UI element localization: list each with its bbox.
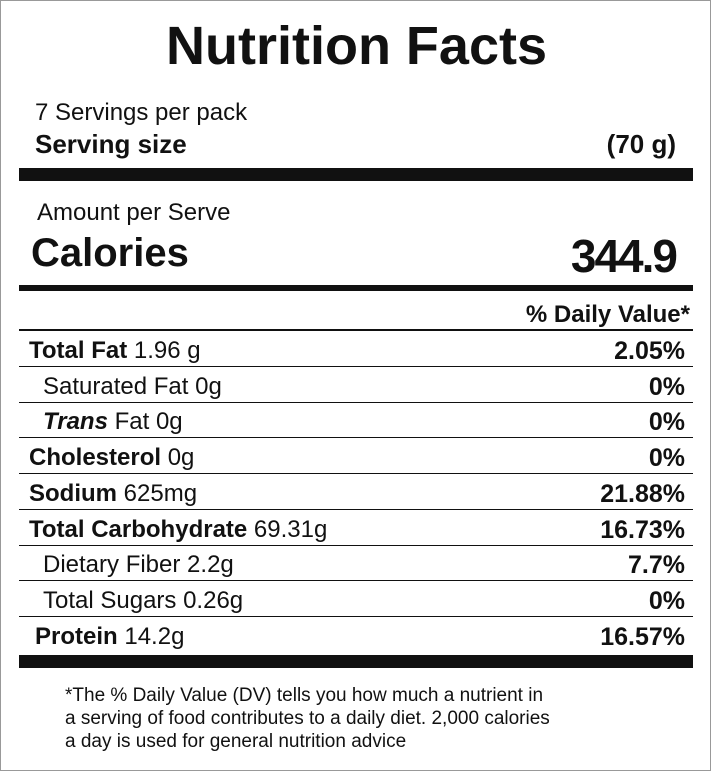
- daily-value: 0%: [648, 408, 685, 437]
- nutrient-name: Dietary Fiber: [43, 551, 181, 579]
- nutrient-name: Protein: [35, 622, 118, 650]
- nutrient-amount: 2.2g: [187, 551, 234, 579]
- nutrient-name: Fat: [114, 408, 150, 436]
- nutrient-name: Total Sugars: [43, 586, 177, 614]
- nutrient-row: Total Sugars 0.26g 0%: [19, 581, 693, 617]
- nutrient-name: Cholesterol: [29, 444, 162, 472]
- medium-rule: [19, 285, 693, 291]
- nutrient-amount: 0.26g: [183, 586, 244, 614]
- footnote-line: a serving of food contributes to a daily…: [65, 708, 550, 729]
- nutrient-line: Total Fat 1.96 g: [29, 337, 201, 365]
- nutrient-row: Sodium 625mg 21.88%: [19, 474, 693, 510]
- nutrient-prefix: Trans: [43, 408, 108, 436]
- daily-value: 0%: [648, 444, 685, 473]
- serving-size-label: Serving size: [35, 129, 187, 159]
- nutrient-name: Sodium: [29, 479, 117, 507]
- nutrient-amount: 625mg: [123, 479, 198, 507]
- title: Nutrition Facts: [165, 16, 547, 76]
- daily-value: 16.57%: [600, 622, 685, 651]
- calories-label: Calories: [31, 231, 189, 275]
- nutrient-line: Cholesterol 0g: [29, 444, 194, 472]
- nutrient-row: Saturated Fat 0g 0%: [19, 367, 693, 403]
- nutrient-name: Total Fat: [29, 337, 128, 364]
- nutrient-line: Trans Fat 0g: [43, 408, 183, 436]
- thick-rule: [19, 655, 693, 668]
- daily-value: 0%: [648, 586, 685, 615]
- nutrient-line: Sodium 625mg: [29, 480, 197, 508]
- nutrient-row: Trans Fat 0g 0%: [19, 402, 693, 439]
- nutrient-amount: 0g: [195, 372, 222, 400]
- nutrient-row: Total Fat 1.96 g 2.05%: [19, 331, 693, 367]
- daily-value: 21.88%: [600, 479, 685, 508]
- daily-value: 0%: [648, 372, 685, 401]
- nutrient-row: Protein 14.2g 16.57%: [19, 617, 693, 652]
- nutrient-amount: 69.31g: [253, 515, 328, 543]
- nutrient-row: Cholesterol 0g 0%: [19, 438, 693, 475]
- nutrient-amount: 14.2g: [124, 622, 185, 650]
- nutrient-line: Protein 14.2g: [35, 623, 184, 651]
- servings: 7 Servings per pack: [35, 99, 248, 126]
- serving-size-value: (70 g): [606, 129, 676, 159]
- dv-header: % Daily Value*: [525, 301, 690, 328]
- daily-value: 16.73%: [600, 515, 685, 544]
- nutrient-line: Total Carbohydrate 69.31g: [29, 516, 327, 544]
- footnote-line: a day is used for general nutrition advi…: [65, 731, 407, 752]
- nutrient-amount: 0g: [167, 444, 195, 472]
- nutrient-name: Total Carbohydrate: [29, 515, 248, 543]
- nutrient-line: Dietary Fiber 2.2g: [43, 551, 234, 579]
- nutrient-row: Total Carbohydrate 69.31g 16.73%: [19, 510, 693, 546]
- thin-rule: [19, 329, 693, 331]
- nutrient-line: Saturated Fat 0g: [43, 373, 222, 401]
- amount-per: Amount per Serve: [37, 199, 231, 226]
- daily-value: 7.7%: [628, 551, 685, 580]
- footnote: *The % Daily Value (DV) tells you how mu…: [65, 684, 550, 753]
- nutrient-name: Saturated Fat: [43, 372, 189, 400]
- calories-value: 344.9: [570, 230, 678, 282]
- nutrient-amount: 1.96 g: [133, 337, 201, 364]
- daily-value: 2.05%: [614, 337, 685, 365]
- nutrient-row: Dietary Fiber 2.2g 7.7%: [19, 545, 693, 582]
- nutrient-line: Total Sugars 0.26g: [43, 587, 243, 615]
- thick-rule: [19, 168, 693, 181]
- nutrient-amount: 0g: [155, 408, 183, 436]
- footnote-line: *The % Daily Value (DV) tells you how mu…: [65, 685, 544, 706]
